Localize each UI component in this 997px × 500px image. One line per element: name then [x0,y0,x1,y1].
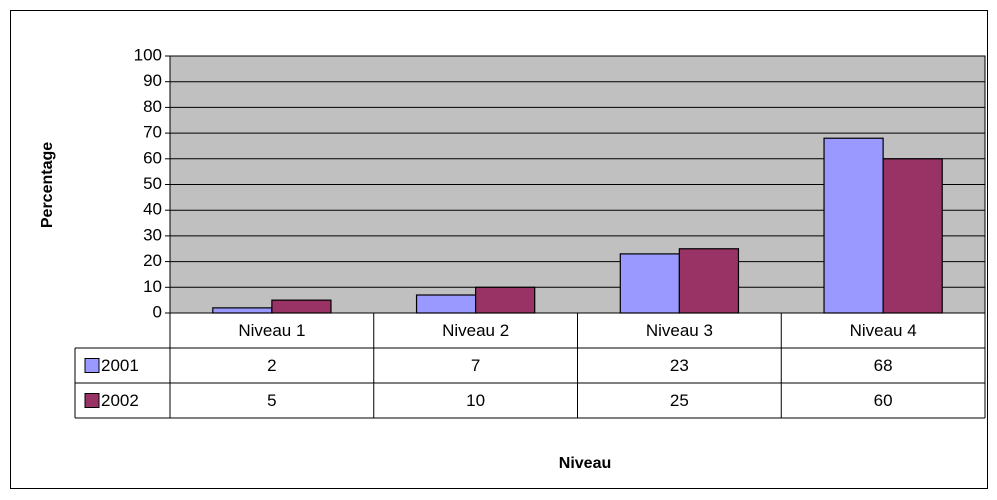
y-tick-label: 70 [143,123,162,142]
y-tick-label: 80 [143,97,162,116]
x-tick-label: Niveau 4 [850,321,917,340]
bar [475,286,536,314]
data-label: 23 [670,356,689,375]
y-tick-label: 100 [134,45,162,64]
legend-label: 2002 [101,391,139,410]
y-tick-label: 30 [143,225,162,244]
y-tick-label: 40 [143,200,162,219]
y-tick-label: 0 [153,302,162,321]
data-label: 5 [267,391,276,410]
data-label: 7 [471,356,480,375]
x-axis-label: Niveau [559,455,611,472]
data-label: 2 [267,356,276,375]
data-label: 60 [874,391,893,410]
data-label: 68 [874,356,893,375]
data-label: 25 [670,391,689,410]
y-axis-label: Percentage [39,142,56,228]
bar [823,137,884,314]
x-tick-label: Niveau 2 [442,321,509,340]
y-tick-label: 20 [143,251,162,270]
x-tick-label: Niveau 3 [646,321,713,340]
data-label: 10 [466,391,485,410]
y-tick-label: 60 [143,148,162,167]
bar [415,294,477,314]
bar [212,307,273,314]
bar [619,253,680,314]
bar [678,248,740,314]
y-tick-label: 10 [143,277,162,296]
legend-label: 2001 [101,356,139,375]
bar [271,299,332,314]
legend-key [84,393,100,408]
y-tick-label: 50 [143,174,162,193]
legend-key [84,358,100,373]
y-tick-label: 90 [143,71,162,90]
bar [882,158,943,314]
x-tick-label: Niveau 1 [238,321,305,340]
